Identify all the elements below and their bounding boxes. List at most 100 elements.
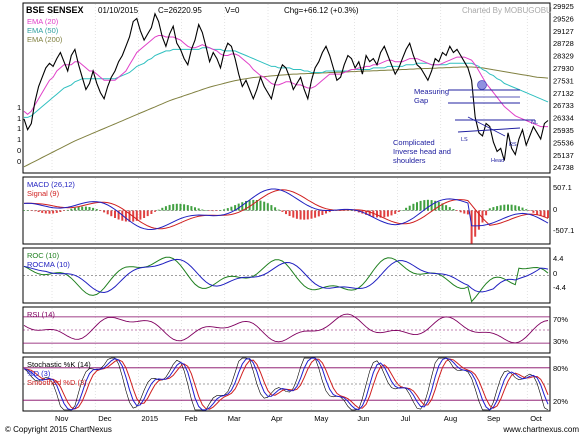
- left-axis-label: 1: [17, 124, 21, 133]
- price-y-tick-label: 25536: [553, 138, 574, 147]
- ticker-label: BSE SENSEX: [26, 5, 84, 15]
- macd-histogram-bar: [281, 210, 284, 212]
- price-y-tick-label: 27930: [553, 64, 574, 73]
- macd-histogram-bar: [390, 210, 393, 216]
- macd-histogram-bar: [354, 210, 357, 212]
- macd-histogram-bar: [376, 210, 378, 218]
- macd-histogram-bar: [503, 204, 506, 211]
- macd-histogram-bar: [325, 210, 327, 214]
- macd-histogram-bar: [30, 210, 33, 211]
- macd-histogram-bar: [161, 207, 164, 211]
- x-tick-label: Nov: [55, 414, 69, 423]
- macd-histogram-bar: [445, 205, 448, 211]
- macd-histogram-bar: [365, 210, 368, 215]
- macd-histogram-bar: [423, 200, 426, 211]
- stoch-y-tick-label: 20%: [553, 397, 568, 406]
- price-y-tick-label: 26733: [553, 101, 574, 110]
- macd-histogram-bar: [84, 206, 87, 211]
- macd-histogram-bar: [154, 210, 156, 212]
- roc-y-tick-label: 0: [553, 269, 557, 278]
- macd-histogram-bar: [128, 210, 131, 222]
- macd-histogram-bar: [219, 210, 222, 211]
- macd-histogram-bar: [194, 207, 196, 211]
- macd-histogram-bar: [168, 204, 171, 211]
- price-y-tick-label: 29925: [553, 2, 574, 11]
- close-label: C=26220.95: [158, 6, 202, 15]
- macd-histogram-bar: [266, 203, 269, 211]
- macd-histogram-bar: [383, 210, 386, 218]
- macd-histogram-bar: [106, 210, 109, 215]
- macd-histogram-bar: [124, 210, 127, 222]
- price-y-tick-label: 25935: [553, 126, 574, 135]
- x-tick-label: Jun: [357, 414, 369, 423]
- macd-histogram-bar: [310, 210, 313, 219]
- x-tick-label: Feb: [185, 414, 198, 423]
- price-y-tick-label: 24738: [553, 163, 574, 172]
- macd-histogram-bar: [212, 210, 215, 212]
- macd-histogram-bar: [419, 200, 422, 211]
- x-tick-label: Dec: [98, 414, 112, 423]
- macd-histogram-bar: [92, 207, 95, 211]
- macd-histogram-bar: [528, 210, 531, 211]
- macd-histogram-bar: [456, 210, 458, 211]
- macd-histogram-bar: [543, 210, 546, 218]
- macd-histogram-bar: [73, 207, 76, 211]
- date-label: 01/10/2015: [98, 6, 139, 15]
- macd-histogram-bar: [547, 210, 549, 218]
- measuring-gap-text: Gap: [414, 96, 428, 105]
- macd-histogram-bar: [208, 210, 211, 211]
- x-tick-label: Aug: [444, 414, 457, 423]
- macd-histogram-bar: [201, 209, 204, 211]
- macd-histogram-bar: [263, 201, 266, 211]
- macd-histogram-bar: [117, 210, 120, 220]
- macd-histogram-bar: [88, 207, 91, 211]
- macd-histogram-bar: [481, 210, 484, 223]
- price-y-tick-label: 28728: [553, 39, 574, 48]
- macd-histogram-bar: [143, 210, 146, 218]
- macd-histogram-bar: [317, 210, 320, 217]
- x-tick-label: Sep: [487, 414, 500, 423]
- macd-histogram-bar: [81, 206, 84, 211]
- macd-histogram-bar: [44, 210, 47, 214]
- macd-histogram-bar: [164, 206, 167, 211]
- macd-histogram-bar: [459, 210, 462, 213]
- price-y-tick-label: 27132: [553, 89, 574, 98]
- macd-y-tick-label: 507.1: [553, 183, 572, 192]
- price-y-tick-label: 28329: [553, 52, 574, 61]
- rocma-line: [23, 258, 549, 294]
- macd-histogram-bar: [521, 207, 524, 211]
- macd-histogram-bar: [190, 206, 193, 211]
- stoch-k-line: [23, 357, 549, 411]
- macd-histogram-bar: [230, 206, 233, 211]
- macd-histogram-bar: [492, 207, 495, 211]
- ls-label: LS: [461, 137, 468, 143]
- macd-histogram-bar: [510, 204, 513, 211]
- macd-y-tick-label: -507.1: [553, 226, 574, 235]
- legend-ema50: EMA (50): [27, 26, 59, 35]
- macd-histogram-bar: [292, 210, 295, 218]
- macd-histogram-bar: [434, 200, 437, 211]
- legend-macd: MACD (26,12): [27, 180, 75, 189]
- macd-histogram-bar: [95, 209, 98, 211]
- price-y-tick-label: 25137: [553, 151, 574, 160]
- legend-roc: ROC (10): [27, 251, 60, 260]
- macd-histogram-bar: [99, 210, 102, 211]
- macd-histogram-bar: [463, 210, 466, 214]
- macd-histogram-bar: [448, 207, 451, 211]
- macd-histogram-bar: [328, 210, 331, 213]
- macd-histogram-bar: [408, 205, 411, 211]
- x-tick-label: Apr: [271, 414, 283, 423]
- macd-histogram-bar: [274, 207, 277, 211]
- macd-histogram-bar: [270, 205, 273, 211]
- macd-histogram-bar: [146, 210, 149, 217]
- left-axis-label: 1: [17, 135, 21, 144]
- roc-panel: [22, 247, 551, 304]
- left-axis-label: 1: [17, 103, 21, 112]
- macd-histogram-bar: [386, 210, 389, 217]
- macd-histogram-bar: [532, 210, 535, 213]
- pattern-diagonal: [467, 116, 506, 137]
- macd-histogram-bar: [183, 204, 186, 211]
- macd-histogram-bar: [401, 210, 404, 211]
- legend-stoch-k: Stochastic %K (14): [27, 360, 91, 369]
- macd-histogram-bar: [306, 210, 309, 220]
